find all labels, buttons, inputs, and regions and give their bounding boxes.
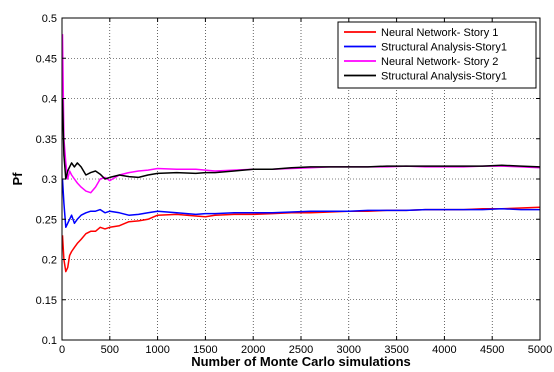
legend-entry-4: Structural Analysis-Story1 — [381, 71, 507, 83]
legend-box — [337, 21, 537, 89]
y-tick-label: 0.25 — [36, 214, 57, 226]
x-tick-label: 5000 — [528, 344, 552, 356]
y-tick-label: 0.35 — [36, 134, 57, 146]
legend: Neural Network- Story 1 Structural Analys… — [337, 21, 537, 89]
y-tick-label: 0.1 — [42, 335, 57, 347]
axis-ticks: 0 500 1000 1500 2000 2500 3000 3500 4000 4500 5000… — [36, 13, 553, 356]
y-tick-label: 0.3 — [42, 174, 57, 186]
x-axis-label: Number of Monte Carlo simulations — [191, 354, 411, 369]
series-line-2 — [61, 178, 540, 229]
legend-entry-3: Neural Network- Story 2 — [381, 56, 498, 68]
x-tick-label: 4000 — [432, 344, 456, 356]
x-tick-label: 1500 — [193, 344, 217, 356]
y-tick-label: 0.4 — [42, 94, 57, 106]
y-tick-label: 0.5 — [42, 13, 57, 25]
x-tick-label: 2000 — [241, 344, 265, 356]
y-tick-label: 0.2 — [42, 255, 57, 267]
y-tick-label: 0.45 — [36, 53, 57, 65]
x-tick-label: 4500 — [480, 344, 504, 356]
x-tick-label: 0 — [59, 344, 65, 356]
x-tick-label: 500 — [101, 344, 119, 356]
x-tick-label: 2500 — [289, 344, 313, 356]
x-tick-label: 3000 — [337, 344, 361, 356]
legend-entry-2: Structural Analysis-Story1 — [381, 42, 507, 54]
x-tick-label: 3500 — [384, 344, 408, 356]
y-tick-label: 0.15 — [36, 295, 57, 307]
y-axis-label: Pf — [10, 172, 25, 186]
series-line-4 — [61, 98, 541, 180]
series-lines — [61, 34, 541, 273]
legend-entry-1: Neural Network- Story 1 — [381, 27, 498, 39]
x-tick-label: 1000 — [145, 344, 169, 356]
